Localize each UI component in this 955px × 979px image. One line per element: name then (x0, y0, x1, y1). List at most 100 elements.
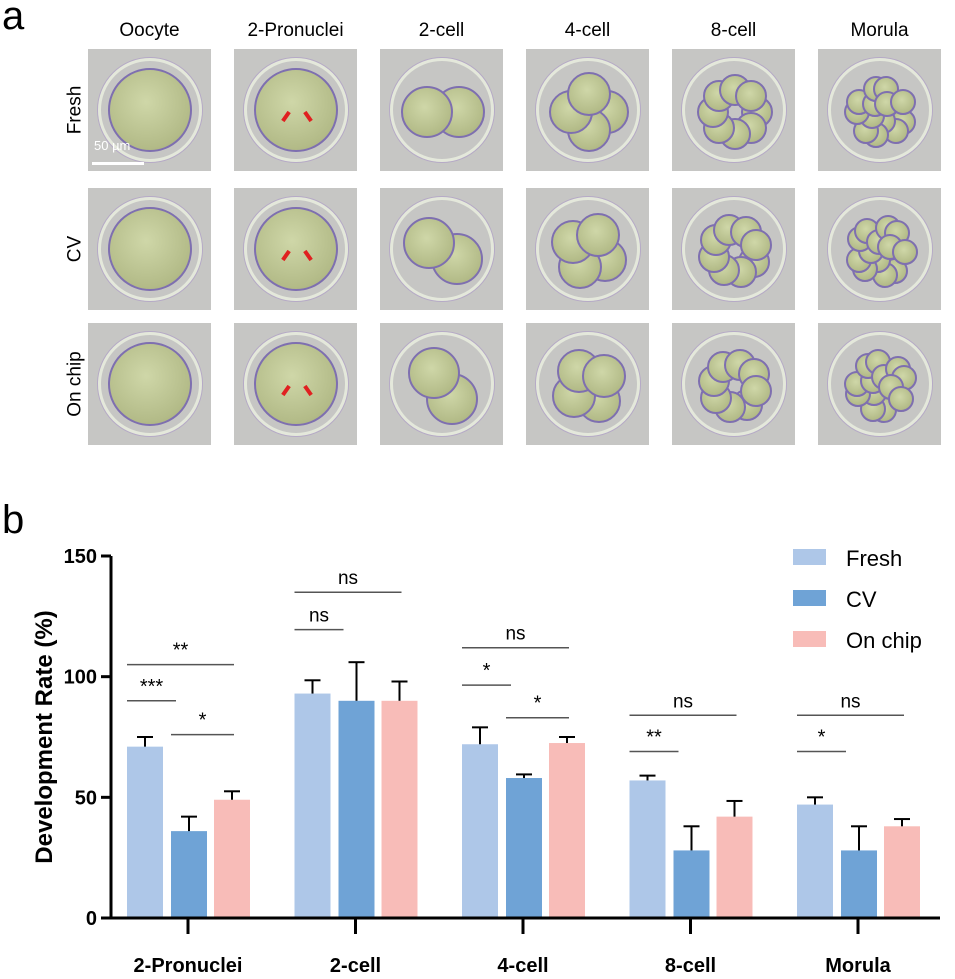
blastomere (254, 68, 338, 152)
significance-label: ns (840, 691, 860, 712)
blastomere (888, 385, 915, 412)
x-tick-label: 8-cell (665, 955, 716, 977)
micrograph-oocyte-on-chip (88, 323, 211, 445)
blastomere (401, 86, 453, 138)
micrograph-morula-fresh (818, 49, 941, 171)
blastomere (108, 68, 192, 152)
y-axis-title: Development Rate (%) (31, 610, 58, 863)
micrograph-morula-on-chip (818, 323, 941, 445)
panel-a-letter: a (2, 0, 25, 38)
bar-fresh (629, 780, 666, 918)
blastomere (582, 354, 627, 399)
legend-swatch (793, 590, 826, 606)
column-label: Morula (850, 20, 909, 41)
zona-pellucida (98, 197, 202, 301)
micrograph-8-cell-on-chip (672, 323, 795, 445)
bar-fresh (797, 804, 833, 918)
zona-pellucida (98, 58, 202, 162)
bar-on-chip (549, 743, 585, 918)
x-tick-label: 4-cell (497, 955, 548, 977)
blastomere (740, 228, 773, 261)
micrograph-2-cell-on-chip (380, 323, 503, 445)
legend-swatch (793, 631, 826, 647)
zona-pellucida (828, 58, 932, 162)
zona-pellucida (244, 197, 348, 301)
blastomere (108, 342, 192, 426)
scale-bar-label: 50 µm (94, 138, 131, 153)
zona-pellucida (244, 332, 348, 436)
bar-on-chip (381, 700, 418, 918)
zona-pellucida (390, 58, 494, 162)
micrograph-2-pronuclei-on-chip (234, 323, 357, 445)
blastomere (402, 217, 455, 270)
blastomere (108, 207, 192, 291)
significance-label: * (199, 710, 207, 732)
significance-label: * (818, 726, 826, 748)
micrograph-2-cell-cv (380, 188, 503, 310)
y-tick-label: 50 (75, 787, 97, 809)
zona-pellucida (682, 197, 786, 301)
micrograph-morula-cv (818, 188, 941, 310)
micrograph-4-cell-cv (526, 188, 649, 310)
micrograph-2-cell-fresh (380, 49, 503, 171)
micrograph-8-cell-fresh (672, 49, 795, 171)
micrograph-4-cell-fresh (526, 49, 649, 171)
blastomere (254, 342, 338, 426)
significance-label: * (534, 693, 542, 715)
bar-cv (506, 778, 542, 918)
bar-cv (171, 831, 207, 918)
zona-pellucida (828, 332, 932, 436)
micrograph-4-cell-on-chip (526, 323, 649, 445)
panel-b-letter: b (2, 498, 25, 542)
blastomere (567, 72, 611, 116)
bar-fresh (294, 693, 331, 918)
legend-label: CV (846, 587, 877, 612)
micrograph-oocyte-fresh (88, 49, 211, 171)
bar-cv (841, 850, 877, 918)
column-label: 2-cell (418, 20, 465, 41)
y-tick-label: 100 (64, 667, 97, 689)
micrograph-8-cell-cv (672, 188, 795, 310)
significance-label: *** (140, 676, 164, 698)
column-label: Oocyte (119, 20, 180, 41)
bar-on-chip (214, 799, 250, 918)
micrograph-2-pronuclei-cv (234, 188, 357, 310)
bar-fresh (127, 746, 163, 918)
significance-label: ns (505, 624, 525, 645)
column-label: 8-cell (710, 20, 757, 41)
zona-pellucida (682, 58, 786, 162)
x-tick-label: 2-cell (330, 955, 381, 977)
blastomere (408, 346, 461, 399)
column-label: 2-Pronuclei (247, 20, 344, 41)
blastomere (891, 239, 918, 266)
zona-pellucida (536, 197, 640, 301)
micrograph-2-pronuclei-fresh (234, 49, 357, 171)
zona-pellucida (244, 58, 348, 162)
micrograph-oocyte-cv (88, 188, 211, 310)
y-tick-label: 150 (64, 546, 97, 568)
significance-label: ns (673, 691, 693, 712)
blastomere (740, 374, 773, 407)
x-tick-label: 2-Pronuclei (134, 955, 243, 977)
significance-label: * (483, 660, 491, 682)
zona-pellucida (536, 332, 640, 436)
bar-fresh (462, 744, 498, 918)
column-label: 4-cell (564, 20, 611, 41)
y-tick-label: 0 (86, 908, 97, 930)
legend-label: Fresh (846, 546, 902, 571)
x-tick-label: Morula (825, 955, 891, 977)
bar-on-chip (716, 816, 753, 918)
blastomere (575, 213, 620, 258)
blastomere (889, 88, 916, 115)
zona-pellucida (828, 197, 932, 301)
bar-cv (673, 850, 710, 918)
significance-label: ns (309, 606, 329, 627)
blastomere (734, 80, 767, 113)
zona-pellucida (536, 58, 640, 162)
zona-pellucida (390, 197, 494, 301)
legend-label: On chip (846, 628, 922, 653)
zona-pellucida (98, 332, 202, 436)
blastomere (254, 207, 338, 291)
